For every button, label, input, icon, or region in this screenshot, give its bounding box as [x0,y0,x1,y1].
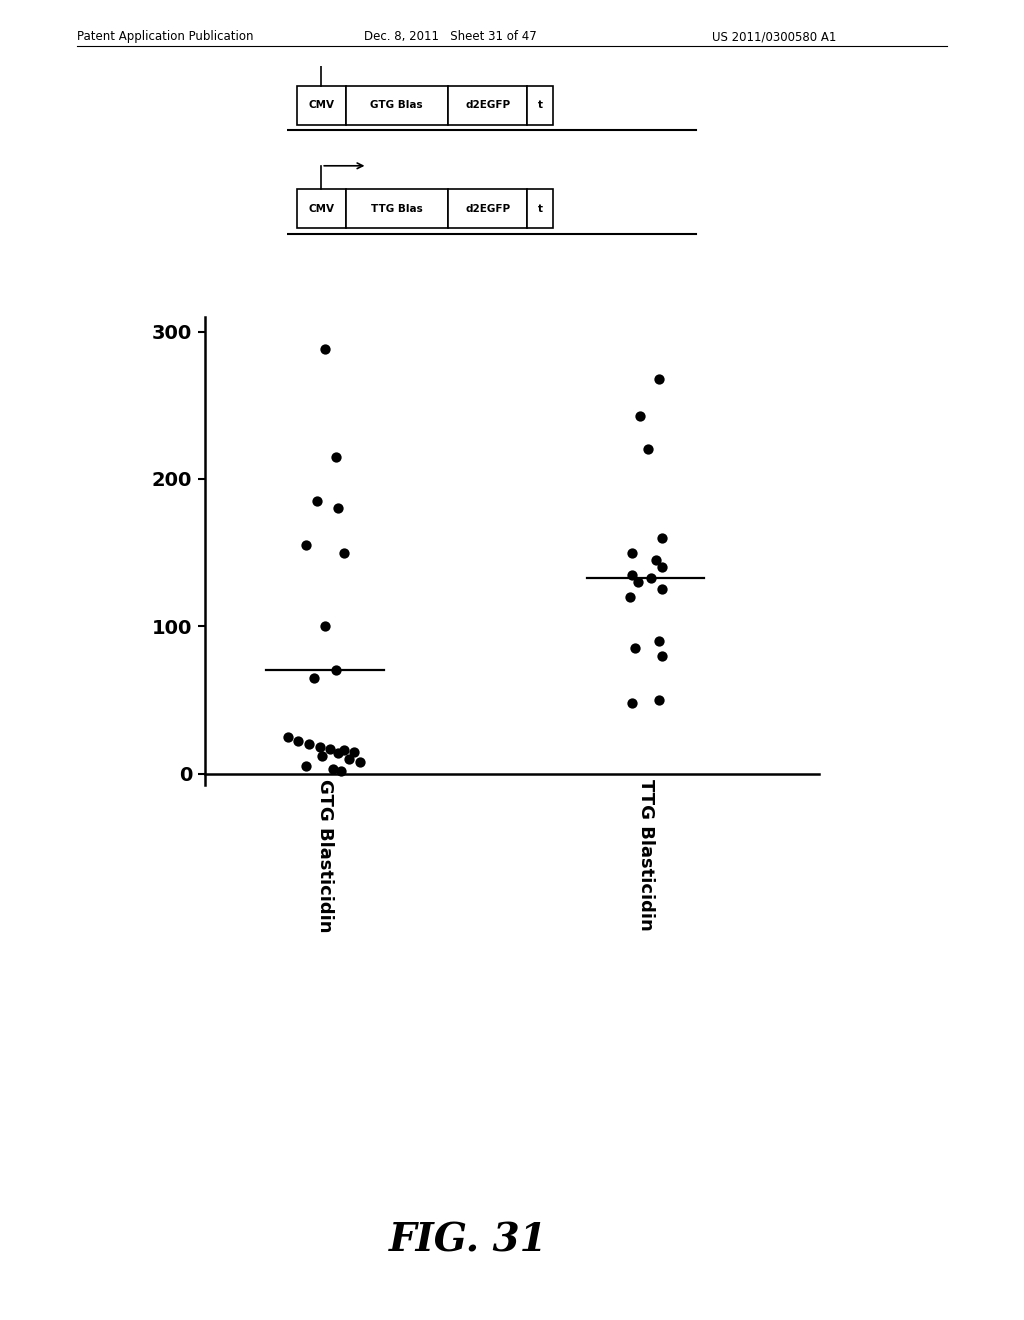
Text: t: t [538,203,543,214]
Point [298,535,314,556]
Point [330,742,346,763]
Point [622,586,638,607]
Text: Dec. 8, 2011   Sheet 31 of 47: Dec. 8, 2011 Sheet 31 of 47 [364,30,537,44]
Text: d2EGFP: d2EGFP [465,100,510,110]
Point [632,405,648,426]
Point [314,746,331,767]
Point [643,568,659,589]
Point [341,748,357,770]
Point [653,557,670,578]
Point [653,645,670,667]
Point [328,446,344,467]
Text: CMV: CMV [308,100,334,110]
Text: t: t [538,100,543,110]
Point [290,731,306,752]
Point [650,689,667,710]
Point [316,615,333,636]
Point [630,572,646,593]
Point [325,759,341,780]
Point [298,755,314,776]
Bar [449,86,527,125]
Text: GTG Blas: GTG Blas [371,100,423,110]
Point [330,498,346,519]
Point [650,631,667,652]
Point [624,564,640,585]
Text: TTG Blas: TTG Blas [371,203,423,214]
Point [336,543,352,564]
Bar [527,86,553,125]
Text: d2EGFP: d2EGFP [465,203,510,214]
Point [306,668,323,689]
Point [653,579,670,601]
Bar [346,86,449,125]
Point [323,738,339,759]
Point [316,339,333,360]
Text: CMV: CMV [308,203,334,214]
Point [624,543,640,564]
Point [351,751,368,772]
Bar [297,86,346,125]
Bar [527,189,553,228]
Point [640,438,656,459]
Text: Patent Application Publication: Patent Application Publication [77,30,253,44]
Point [311,737,328,758]
Point [309,491,326,512]
Bar [346,189,449,228]
Text: FIG. 31: FIG. 31 [389,1221,548,1259]
Text: US 2011/0300580 A1: US 2011/0300580 A1 [712,30,836,44]
Bar [297,189,346,228]
Point [653,527,670,548]
Point [336,739,352,760]
Point [624,692,640,713]
Point [648,549,665,570]
Point [301,734,317,755]
Point [280,726,296,747]
Point [333,760,349,781]
Point [346,741,362,762]
Point [627,638,643,659]
Bar [449,189,527,228]
Point [650,368,667,389]
Point [328,660,344,681]
